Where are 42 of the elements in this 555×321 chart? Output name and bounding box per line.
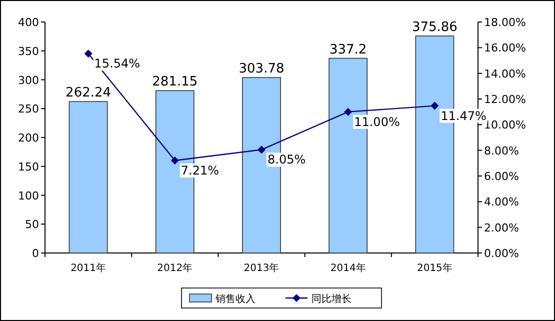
- point: [258, 146, 266, 154]
- data-label: 8.05%: [268, 152, 306, 167]
- point: [430, 102, 439, 110]
- y-tick-label: 250: [18, 102, 39, 116]
- data-label: 375.86: [412, 20, 458, 35]
- legend-label: 同比增长: [312, 293, 352, 305]
- x-tick-label: 2012年: [157, 262, 193, 274]
- data-label: 281.15: [152, 74, 198, 90]
- y-tick-label: 350: [18, 44, 39, 58]
- x-tick-label: 2014年: [330, 262, 366, 274]
- x-tick-label: 2013年: [244, 262, 280, 274]
- x-tick-label: 2015年: [416, 262, 452, 274]
- y-tick-label: 0: [32, 247, 39, 260]
- y-tick-label: 50: [25, 218, 39, 232]
- legend-label: 销售收入: [214, 293, 256, 305]
- y-tick-label: 400: [18, 16, 39, 29]
- y2-tick-label: 2.00%: [484, 221, 519, 234]
- x-tick-label: 2011年: [70, 262, 106, 274]
- data-label: 262.24: [66, 86, 112, 101]
- data-label: 7.21%: [180, 163, 220, 178]
- data-label: 337.2: [329, 42, 367, 58]
- data-label: 11.47%: [440, 108, 486, 123]
- y2-tick-label: 6.00%: [484, 170, 519, 183]
- point: [84, 50, 92, 58]
- y-tick-label: 200: [18, 132, 39, 144]
- bar: [68, 101, 108, 254]
- y2-tick-label: 14.00%: [484, 67, 526, 80]
- y2-tick-label: 4.00%: [484, 196, 519, 209]
- y2-tick-label: 0.00%: [484, 247, 519, 260]
- data-label: 15.54%: [94, 56, 140, 71]
- point: [170, 156, 179, 164]
- y2-tick-label: 16.00%: [484, 42, 526, 55]
- y-tick-label: 150: [18, 160, 39, 174]
- data-label: 11.00%: [354, 114, 400, 129]
- y-tick-label: 100: [18, 189, 39, 202]
- y-tick-label: 300: [18, 74, 39, 87]
- y2-tick-label: 18.00%: [484, 16, 526, 29]
- point: [344, 108, 352, 116]
- y2-tick-label: 12.00%: [484, 93, 526, 106]
- y2-tick-label: 8.00%: [484, 144, 519, 158]
- y2-tick-label: 10.00%: [484, 118, 526, 132]
- data-label: 303.78: [238, 62, 284, 77]
